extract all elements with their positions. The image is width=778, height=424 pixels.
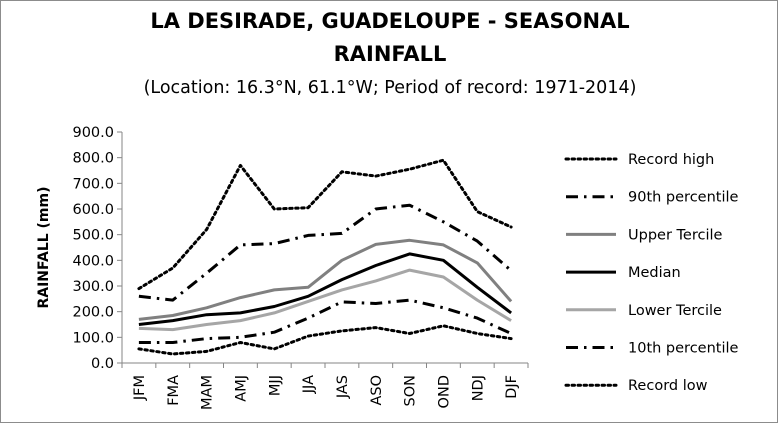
- data-point: [273, 242, 276, 245]
- series-upper-tercile: [138, 238, 513, 321]
- legend-item-90th-percentile: 90th percentile: [566, 190, 739, 206]
- legend-item-median: Median: [566, 265, 681, 281]
- y-tick-label: 0.0: [91, 356, 114, 372]
- y-axis-title: RAINFALL (mm): [36, 186, 52, 308]
- chart-title-line2: RAINFALL: [333, 42, 447, 66]
- legend-item-lower-tercile: Lower Tercile: [566, 303, 722, 319]
- x-tick-label: SON: [403, 375, 419, 406]
- series-10th-percentile: [138, 298, 513, 344]
- legend-item-record-high: Record high: [564, 152, 714, 168]
- legend-label: Record high: [628, 152, 714, 168]
- data-point: [239, 336, 242, 339]
- series-lower-tercile: [138, 268, 512, 332]
- y-tick-label: 700.0: [72, 176, 114, 192]
- legend-label: Median: [628, 265, 681, 281]
- series-line-record-high: [137, 158, 513, 291]
- series-line-median: [138, 252, 513, 326]
- legend-item-10th-percentile: 10th percentile: [566, 341, 739, 357]
- data-point: [239, 243, 242, 246]
- x-tick-label: JFM: [132, 375, 148, 401]
- x-tick-label: ASO: [369, 375, 385, 406]
- data-point: [510, 269, 513, 272]
- data-point: [340, 300, 343, 303]
- series-line-record-low: [137, 324, 513, 356]
- x-tick-label: MJJ: [267, 375, 283, 396]
- legend-item-record-low: Record low: [564, 378, 708, 394]
- y-tick-label: 500.0: [72, 228, 114, 244]
- y-tick-label: 400.0: [72, 253, 114, 269]
- y-tick-label: 200.0: [72, 305, 114, 321]
- x-tick-label: NDJ: [470, 375, 486, 401]
- x-tick-label: MAM: [200, 375, 216, 410]
- y-tick-label: 600.0: [72, 202, 114, 218]
- series-line-lower-tercile: [138, 268, 512, 332]
- legend-label: Upper Tercile: [628, 227, 722, 243]
- legend-item-upper-tercile: Upper Tercile: [566, 227, 722, 243]
- legend-label: Record low: [628, 378, 708, 394]
- data-point: [510, 332, 513, 335]
- x-tick-label: OND: [436, 375, 452, 408]
- series-median: [138, 252, 513, 326]
- data-point: [205, 337, 208, 340]
- x-tick-label: DJF: [504, 375, 520, 399]
- x-tick-label: FMA: [166, 375, 182, 406]
- y-tick-label: 800.0: [72, 151, 114, 167]
- data-point: [307, 317, 310, 320]
- legend-label: 10th percentile: [628, 341, 739, 357]
- y-tick-label: 100.0: [72, 330, 114, 346]
- y-tick-label: 900.0: [72, 125, 114, 141]
- series-line-upper-tercile: [138, 238, 513, 321]
- y-tick-label: 300.0: [72, 279, 114, 295]
- legend-label: 90th percentile: [628, 190, 739, 206]
- data-point: [205, 272, 208, 275]
- x-tick-label: JJA: [301, 375, 317, 394]
- chart-title-line1: LA DESIRADE, GUADELOUPE - SEASONAL: [150, 9, 630, 33]
- series-record-low: [137, 324, 513, 356]
- legend-label: Lower Tercile: [628, 303, 722, 319]
- chart-subtitle: (Location: 16.3°N, 61.1°W; Period of rec…: [143, 78, 637, 98]
- x-tick-label: AMJ: [233, 375, 249, 402]
- series-record-high: [137, 158, 513, 291]
- x-tick-label: JAS: [335, 375, 351, 399]
- series-line-10th-percentile: [138, 298, 512, 344]
